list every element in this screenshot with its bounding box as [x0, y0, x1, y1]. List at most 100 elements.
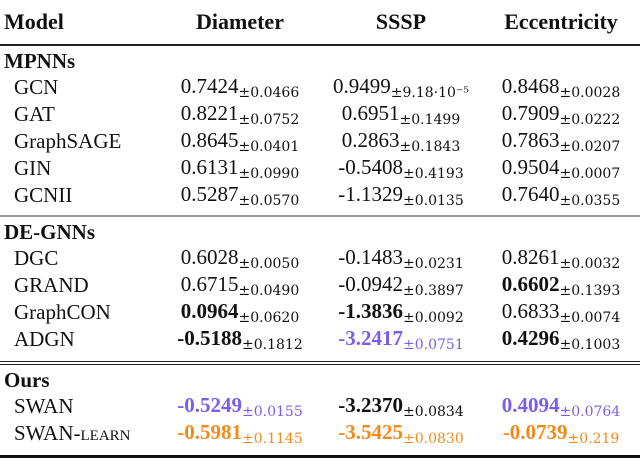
metric-mean: 0.8468: [501, 74, 560, 98]
metric-cell: 0.6602±0.1393: [482, 272, 640, 299]
metric-mean: 0.8221: [180, 101, 239, 125]
results-table: Model Diameter SSSP Eccentricity MPNNs GC…: [0, 0, 640, 458]
model-name: SWAN-learn: [0, 420, 160, 447]
metric-cell: 0.0964±0.0620: [160, 299, 320, 326]
metric-mean: 0.9499: [333, 74, 391, 98]
metric-std: ±0.0830: [403, 431, 464, 447]
table-row: SWAN-learn -0.5981±0.1145 -3.5425±0.0830 -0…: [0, 420, 640, 447]
model-name-text: GRAND: [14, 273, 89, 297]
rule: [0, 209, 640, 217]
metric-mean: 0.6602: [501, 272, 560, 296]
metric-std: ±0.0620: [238, 310, 300, 326]
metric-mean: -0.5981: [177, 420, 243, 444]
metric-mean: 0.7424: [180, 74, 239, 98]
metric-std: ±0.0028: [559, 85, 621, 101]
metric-std: ±0.4193: [403, 166, 464, 182]
metric-std: ±0.1145: [242, 431, 303, 447]
model-name-text: GCNII: [14, 183, 73, 207]
model-name-text: SWAN-: [14, 421, 81, 445]
metric-std: ±0.1393: [559, 283, 621, 299]
model-name: GCN: [0, 74, 160, 101]
metric-std: ±0.0032: [559, 256, 621, 272]
header-eccentricity: Eccentricity: [482, 0, 640, 46]
metric-mean: -0.5249: [177, 393, 243, 417]
metric-cell: 0.7909±0.0222: [482, 101, 640, 128]
metric-mean: 0.4094: [501, 393, 560, 417]
metric-mean: 0.6028: [180, 245, 239, 269]
metric-mean: 0.2863: [341, 128, 400, 152]
metric-cell: -3.2370±0.0834: [320, 393, 482, 420]
metric-cell: -0.5408±0.4193: [320, 155, 482, 182]
metric-cell: 0.2863±0.1843: [320, 128, 482, 155]
metric-std: ±0.0401: [238, 139, 300, 155]
header-model: Model: [0, 0, 160, 46]
metric-mean: 0.9504: [501, 155, 560, 179]
table-row: GIN 0.6131±0.0990 -0.5408±0.4193 0.9504±0.0…: [0, 155, 640, 182]
model-name: GRAND: [0, 272, 160, 299]
model-name: DGC: [0, 245, 160, 272]
model-name-text: GCN: [14, 75, 59, 99]
metric-std: ±9.18·10⁻⁵: [390, 85, 469, 101]
header-diameter: Diameter: [160, 0, 320, 46]
metric-cell: 0.4094±0.0764: [482, 393, 640, 420]
group-header-row: MPNNs: [0, 45, 640, 74]
metric-mean: 0.7640: [501, 182, 560, 206]
metric-cell: 0.6715±0.0490: [160, 272, 320, 299]
table-row: GCNII 0.5287±0.0570 -1.1329±0.0135 0.7640±0…: [0, 182, 640, 209]
metric-cell: -0.1483±0.0231: [320, 245, 482, 272]
metric-std: ±0.0050: [238, 256, 300, 272]
metric-mean: 0.0964: [180, 299, 239, 323]
metric-std: ±0.0752: [238, 112, 300, 128]
metric-mean: -1.1329: [338, 182, 404, 206]
metric-cell: 0.6028±0.0050: [160, 245, 320, 272]
model-name-smallcaps: learn: [80, 421, 131, 445]
metric-mean: -0.0739: [502, 420, 568, 444]
table-row: GraphSAGE 0.8645±0.0401 0.2863±0.1843 0.786…: [0, 128, 640, 155]
metric-cell: 0.9504±0.0007: [482, 155, 640, 182]
metric-std: ±0.0092: [403, 310, 464, 326]
table-row: GCN 0.7424±0.0466 0.9499±9.18·10⁻⁵ 0.8468±0…: [0, 74, 640, 101]
metric-cell: -0.0739±0.219: [482, 420, 640, 447]
metric-mean: 0.8261: [501, 245, 560, 269]
header-sssp: SSSP: [320, 0, 482, 46]
rule: [0, 447, 640, 458]
table-row: GraphCON 0.0964±0.0620 -1.3836±0.0092 0.683…: [0, 299, 640, 326]
metric-std: ±0.219: [567, 431, 620, 447]
metric-cell: 0.9499±9.18·10⁻⁵: [320, 74, 482, 101]
table-row: GRAND 0.6715±0.0490 -0.0942±0.3897 0.6602±0…: [0, 272, 640, 299]
metric-cell: -0.5249±0.0155: [160, 393, 320, 420]
metric-std: ±0.0007: [559, 166, 621, 182]
rule: [0, 353, 640, 365]
metric-std: ±0.1499: [399, 112, 461, 128]
metric-cell: 0.7863±0.0207: [482, 128, 640, 155]
group-title: Ours: [4, 368, 50, 392]
metric-cell: 0.5287±0.0570: [160, 182, 320, 209]
metric-std: ±0.0570: [238, 193, 300, 209]
metric-cell: -0.0942±0.3897: [320, 272, 482, 299]
metric-mean: 0.6131: [180, 155, 239, 179]
model-name-text: ADGN: [14, 327, 75, 351]
model-name-text: GraphCON: [14, 300, 111, 324]
group-header-row: Ours: [0, 363, 640, 393]
metric-std: ±0.0990: [238, 166, 300, 182]
metric-cell: 0.6131±0.0990: [160, 155, 320, 182]
metric-cell: 0.7424±0.0466: [160, 74, 320, 101]
metric-mean: -0.0942: [338, 272, 404, 296]
metric-std: ±0.0355: [559, 193, 621, 209]
rule-line: [0, 353, 640, 365]
metric-std: ±0.3897: [403, 283, 464, 299]
metric-std: ±0.0074: [559, 310, 621, 326]
metric-cell: 0.6951±0.1499: [320, 101, 482, 128]
metric-mean: 0.6833: [501, 299, 560, 323]
model-name: GraphSAGE: [0, 128, 160, 155]
metric-cell: -3.2417±0.0751: [320, 326, 482, 353]
metric-mean: 0.7863: [501, 128, 560, 152]
metric-cell: 0.6833±0.0074: [482, 299, 640, 326]
metric-std: ±0.0834: [403, 404, 464, 420]
model-name-text: GAT: [14, 102, 55, 126]
metric-mean: 0.4296: [501, 326, 560, 350]
metric-mean: -0.1483: [338, 245, 404, 269]
metric-std: ±0.0751: [403, 337, 464, 353]
metric-mean: 0.8645: [180, 128, 239, 152]
group-title: MPNNs: [4, 49, 76, 73]
